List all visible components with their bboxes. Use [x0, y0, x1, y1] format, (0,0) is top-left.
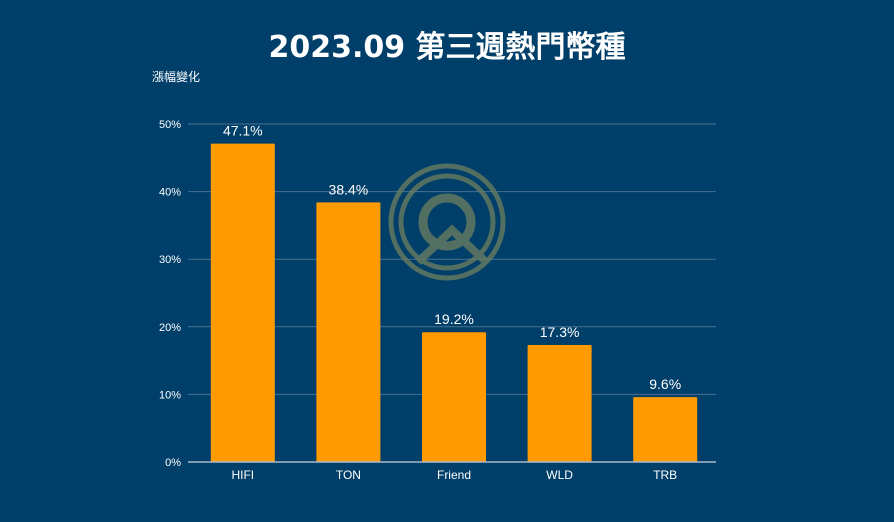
x-tick-label: Friend [437, 468, 471, 482]
data-label: 19.2% [434, 311, 474, 327]
x-tick-label: HIFI [231, 468, 254, 482]
data-label: 47.1% [223, 123, 263, 139]
y-tick-label: 40% [159, 187, 181, 199]
y-tick-label: 50% [159, 119, 181, 131]
logo-watermark-icon [388, 163, 506, 281]
bar-hifi [210, 143, 275, 462]
bar-trb [633, 397, 698, 462]
y-tick-label: 30% [159, 254, 181, 266]
x-tick-labels: HIFI TON Friend WLD TRB [231, 468, 677, 482]
bar-wld [527, 345, 592, 462]
y-tick-labels: 0% 10% 20% 30% 40% 50% [159, 119, 181, 469]
y-tick-label: 0% [165, 457, 181, 469]
y-axis-label: 漲幅變化 [152, 70, 201, 84]
data-label: 9.6% [649, 376, 681, 392]
x-tick-label: TON [336, 468, 361, 482]
y-tick-label: 20% [159, 322, 181, 334]
bar-friend [422, 332, 486, 462]
data-label: 17.3% [540, 324, 580, 340]
chart-title: 2023.09 第三週熱門幣種 [268, 30, 626, 65]
x-tick-label: TRB [653, 468, 677, 482]
bars [210, 143, 698, 462]
bar-ton [316, 202, 381, 462]
x-tick-label: WLD [546, 468, 573, 482]
data-labels: 47.1% 38.4% 19.2% 17.3% 9.6% [223, 123, 681, 393]
y-tick-label: 10% [159, 389, 181, 401]
data-label: 38.4% [329, 181, 369, 197]
